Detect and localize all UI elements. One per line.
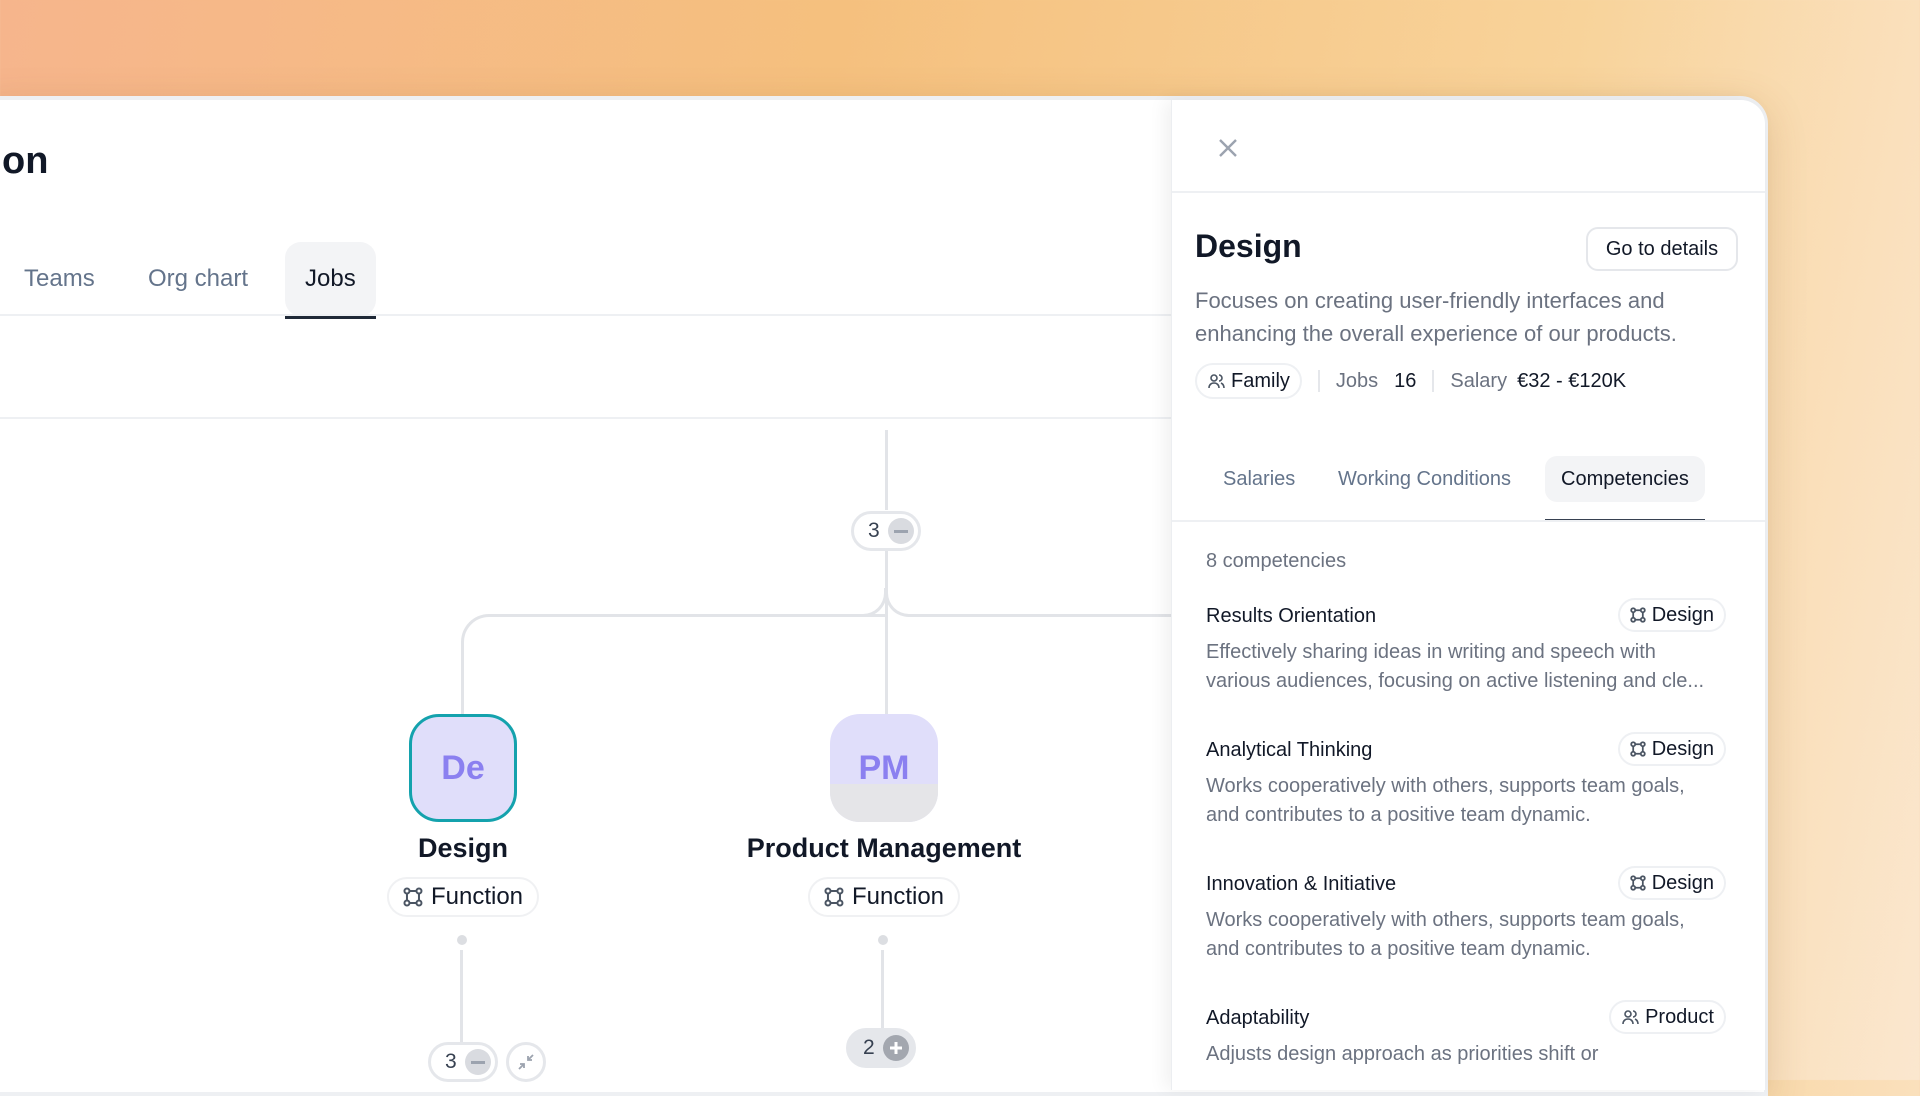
competency-item[interactable]: Analytical Thinking Design Works coopera…: [1206, 732, 1726, 830]
function-icon: [824, 887, 844, 907]
panel-title: Design: [1195, 228, 1302, 264]
family-icon: [1621, 1008, 1639, 1026]
jobs-value: 16: [1394, 369, 1417, 392]
toolbar-divider: [0, 417, 1764, 419]
connector-right: [932, 614, 1192, 617]
function-icon: [1630, 607, 1646, 623]
panel-description: Focuses on creating user-friendly interf…: [1195, 288, 1677, 346]
collapse-icon: [887, 518, 914, 544]
pm-children-toggle[interactable]: 2: [846, 1028, 916, 1068]
design-children-toggle[interactable]: 3: [428, 1042, 498, 1082]
panel-header-divider: [1172, 191, 1765, 193]
child-count: 3: [868, 519, 880, 542]
competency-item[interactable]: Innovation & Initiative Design Works coo…: [1206, 866, 1726, 964]
page-title: on: [2, 140, 49, 182]
competency-tag: Design: [1617, 866, 1726, 900]
close-button[interactable]: [1216, 136, 1240, 160]
connector-curve: [837, 588, 887, 617]
tabs-divider: [0, 314, 1764, 316]
competency-name: Adaptability: [1206, 1007, 1310, 1029]
connector-left: [461, 614, 887, 718]
node-design-name[interactable]: Design: [417, 833, 509, 863]
tab-salaries[interactable]: Salaries: [1223, 468, 1296, 490]
connector: [881, 950, 884, 1030]
competency-item[interactable]: Results Orientation Design Effectively s…: [1206, 598, 1726, 696]
node-pm-type: Function: [807, 877, 961, 917]
tab-working-conditions[interactable]: Working Conditions: [1338, 468, 1512, 490]
function-icon: [1630, 741, 1646, 757]
panel-tabs-divider: [1172, 520, 1765, 522]
competency-description: Effectively sharing ideas in writing and…: [1206, 641, 1705, 692]
root-children-toggle[interactable]: 3: [851, 511, 921, 551]
function-icon: [403, 887, 423, 907]
connector-dot: [457, 935, 467, 945]
competency-name: Innovation & Initiative: [1206, 873, 1397, 895]
competency-count: 8 competencies: [1206, 550, 1347, 572]
competency-name: Results Orientation: [1206, 605, 1377, 627]
competency-tag: Design: [1617, 598, 1726, 632]
competency-tag: Product: [1609, 1000, 1726, 1034]
node-design-avatar[interactable]: De: [409, 714, 517, 822]
node-pm-avatar[interactable]: PM: [830, 714, 938, 822]
go-to-details-button[interactable]: Go to details: [1586, 227, 1738, 271]
competency-description: Works cooperatively with others, support…: [1206, 909, 1685, 960]
competency-description: Adjusts design approach as priorities sh…: [1206, 1043, 1599, 1065]
tab-competencies[interactable]: Competencies: [1545, 456, 1705, 521]
tab-teams[interactable]: Teams: [24, 265, 95, 292]
node-design-type: Function: [386, 877, 540, 917]
connector: [460, 950, 463, 1050]
family-icon: [1208, 374, 1225, 389]
connector-dot: [878, 935, 888, 945]
salary-label: Salary: [1450, 369, 1508, 392]
function-icon: [1630, 875, 1646, 891]
competency-item[interactable]: Adaptability Product Adjusts design appr…: [1206, 1000, 1726, 1069]
competency-tag: Design: [1617, 732, 1726, 766]
details-panel: Design Go to details Focuses on creating…: [1171, 100, 1765, 1090]
family-badge: Family: [1195, 363, 1302, 399]
jobs-label: Jobs: [1335, 369, 1379, 392]
connector: [885, 430, 888, 510]
compress-icon: [518, 1054, 534, 1070]
compress-button[interactable]: [506, 1042, 546, 1082]
panel-meta: Family Jobs 16 Salary €32 - €120K: [1195, 363, 1626, 399]
collapse-icon: [464, 1049, 491, 1075]
tab-jobs[interactable]: Jobs: [285, 242, 376, 319]
salary-value: €32 - €120K: [1517, 369, 1627, 392]
competency-description: Works cooperatively with others, support…: [1206, 775, 1685, 826]
competency-name: Analytical Thinking: [1206, 739, 1373, 761]
expand-icon: [882, 1035, 909, 1061]
close-icon: [1219, 139, 1237, 157]
tab-org-chart[interactable]: Org chart: [148, 265, 249, 292]
connector-curve: [885, 588, 935, 617]
node-pm-name[interactable]: Product Management: [746, 833, 1022, 863]
